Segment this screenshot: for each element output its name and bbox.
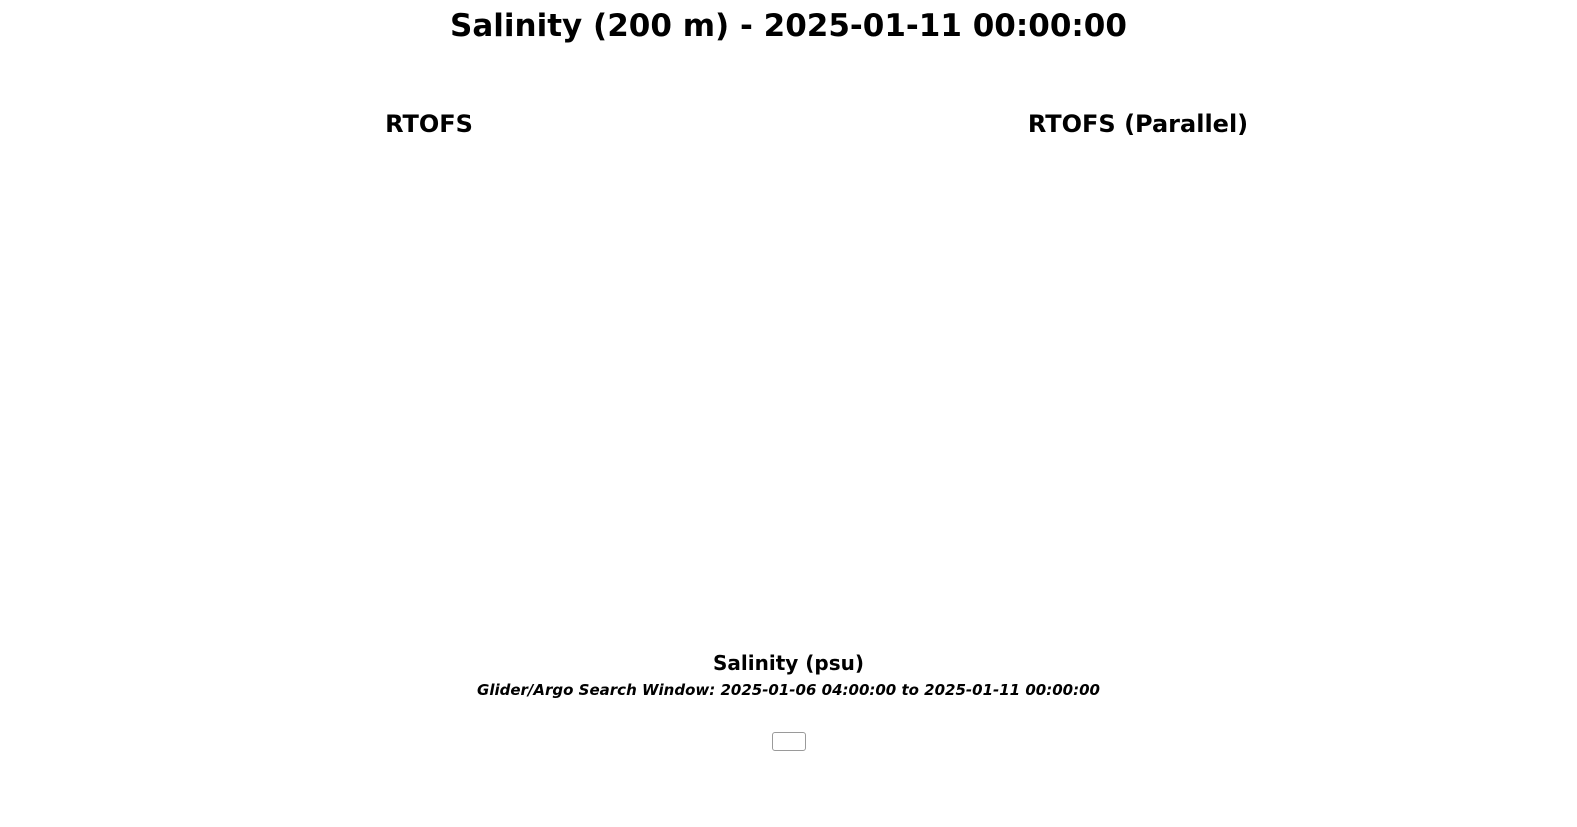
rtofs-map	[88, 146, 770, 545]
rtofs-parallel-map	[797, 146, 1479, 545]
search-window-note: Glider/Argo Search Window: 2025-01-06 04…	[477, 681, 1100, 699]
legend-box	[771, 732, 806, 751]
figure-title: Salinity (200 m) - 2025-01-11 00:00:00	[450, 8, 1127, 44]
colorbar	[118, 599, 1459, 629]
panel-title-rtofs: RTOFS	[385, 110, 473, 138]
panel-title-rtofs-parallel: RTOFS (Parallel)	[1027, 110, 1249, 138]
colorbar-label: Salinity (psu)	[712, 651, 864, 675]
